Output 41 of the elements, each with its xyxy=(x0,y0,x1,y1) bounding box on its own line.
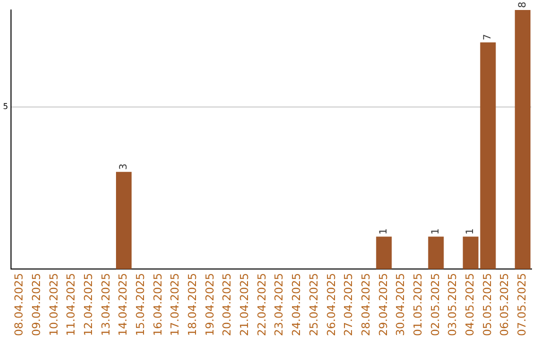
data-label: 1 xyxy=(465,228,476,235)
data-label: 7 xyxy=(482,34,494,40)
x-tick-label: 07.05.2025 xyxy=(516,273,529,336)
data-label: 8 xyxy=(517,2,528,8)
data-label: 1 xyxy=(430,228,442,235)
y-tick-label: 5 xyxy=(2,102,8,112)
x-tick-label: 12.04.2025 xyxy=(82,273,95,336)
x-tick-label: 22.04.2025 xyxy=(255,273,268,336)
x-tick-label: 11.04.2025 xyxy=(64,273,78,336)
x-tick-label: 13.04.2025 xyxy=(99,273,112,336)
x-tick-label: 28.04.2025 xyxy=(359,273,372,336)
x-tick-label: 24.04.2025 xyxy=(290,273,304,336)
data-label: 1 xyxy=(378,228,390,235)
data-label: 3 xyxy=(118,164,130,170)
x-tick-label: 19.04.2025 xyxy=(203,273,216,336)
bar xyxy=(514,10,530,270)
x-tick-label: 06.05.2025 xyxy=(498,273,512,336)
x-tick-label: 29.04.2025 xyxy=(376,273,390,336)
x-tick-label: 03.05.2025 xyxy=(446,273,460,336)
x-tick-label: 09.04.2025 xyxy=(30,273,43,336)
x-tick-label: 05.05.2025 xyxy=(480,273,494,336)
x-tick-label: 16.04.2025 xyxy=(151,273,164,336)
x-tick-label: 26.04.2025 xyxy=(324,273,338,336)
x-tick-label: 20.04.2025 xyxy=(220,273,234,336)
bar xyxy=(376,236,392,270)
x-tick-label: 14.04.2025 xyxy=(116,273,130,336)
bar xyxy=(116,172,132,270)
x-tick-label: 17.04.2025 xyxy=(168,273,182,336)
x-tick-label: 25.04.2025 xyxy=(307,273,320,336)
x-tick-label: 01.05.2025 xyxy=(411,273,424,336)
x-tick-label: 10.04.2025 xyxy=(47,273,60,336)
x-tick-label: 27.04.2025 xyxy=(342,273,356,336)
x-tick-label: 23.04.2025 xyxy=(272,273,286,336)
x-tick-label: 21.04.2025 xyxy=(238,273,252,336)
x-tick-label: 15.04.2025 xyxy=(134,273,148,336)
x-tick-label: 18.04.2025 xyxy=(186,273,200,336)
x-tick-label: 02.05.2025 xyxy=(428,273,442,336)
x-tick-label: 08.04.2025 xyxy=(12,273,26,336)
bar xyxy=(428,236,444,270)
x-tick-label: 04.05.2025 xyxy=(464,273,476,336)
x-tick-label: 30.04.2025 xyxy=(394,273,408,336)
